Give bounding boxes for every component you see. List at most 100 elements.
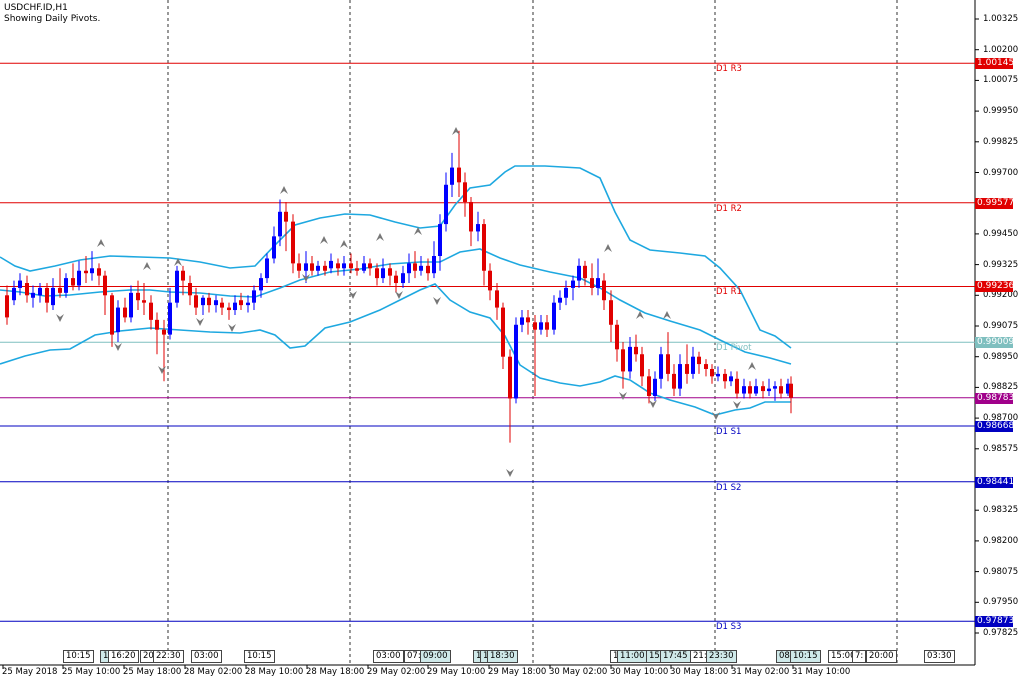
candle-body bbox=[571, 280, 575, 288]
time-label: 28 May 18:00 bbox=[306, 667, 365, 677]
price-label: 0.98325 bbox=[983, 505, 1019, 516]
candle-body bbox=[388, 268, 392, 276]
candle-body bbox=[640, 354, 644, 377]
candle-body bbox=[659, 354, 663, 379]
candle-body bbox=[265, 258, 269, 279]
candle-body bbox=[789, 383, 793, 398]
candle-body bbox=[25, 283, 29, 296]
price-label: 0.99200 bbox=[983, 290, 1019, 301]
candle-body bbox=[316, 265, 320, 271]
pivot-name: D1 R2 bbox=[716, 203, 742, 214]
candle-body bbox=[723, 373, 727, 382]
candle-body bbox=[767, 388, 771, 392]
time-marker: 11:00 bbox=[617, 650, 648, 663]
candle-body bbox=[533, 322, 537, 330]
candle-body bbox=[786, 383, 790, 394]
candle-body bbox=[336, 263, 340, 269]
time-label: 25 May 2018 bbox=[2, 667, 58, 677]
candle-body bbox=[194, 295, 198, 308]
price-label: 1.00325 bbox=[983, 14, 1019, 24]
pivot-lines bbox=[0, 62, 975, 622]
candle-body bbox=[495, 290, 499, 308]
fractal-down-icon bbox=[433, 297, 441, 305]
candle-body bbox=[155, 319, 159, 330]
candle-body bbox=[678, 364, 682, 389]
candle-body bbox=[754, 386, 758, 394]
candle-body bbox=[18, 280, 22, 288]
time-label: 28 May 10:00 bbox=[245, 667, 304, 677]
candle-body bbox=[419, 265, 423, 271]
pivot-name: D1 S2 bbox=[716, 482, 742, 493]
time-marker: 23:30 bbox=[706, 650, 737, 663]
candle-body bbox=[685, 364, 689, 374]
pivot-price-tag: 0.98441 bbox=[975, 476, 1015, 488]
candle-body bbox=[577, 265, 581, 281]
candle-body bbox=[142, 300, 146, 303]
pivot-name: D1 S3 bbox=[716, 622, 742, 633]
candle-body bbox=[284, 211, 288, 222]
fractal-down-icon bbox=[228, 324, 236, 332]
current-price-tag: 0.98783 bbox=[975, 392, 1015, 404]
time-label: 28 May 02:00 bbox=[184, 667, 243, 677]
fractal-down-icon bbox=[349, 291, 357, 299]
candle-body bbox=[220, 302, 224, 308]
candle-body bbox=[214, 300, 218, 306]
price-label: 0.99325 bbox=[983, 259, 1019, 270]
candle-body bbox=[394, 275, 398, 284]
candle-body bbox=[368, 263, 372, 269]
candle-body bbox=[103, 275, 107, 296]
candle-body bbox=[162, 329, 166, 335]
price-label: 0.97825 bbox=[983, 628, 1019, 638]
time-label: 29 May 18:00 bbox=[488, 667, 547, 677]
time-label: 31 May 10:00 bbox=[792, 667, 851, 677]
candle-body bbox=[51, 287, 55, 306]
fractal-down-icon bbox=[712, 412, 720, 420]
candle-body bbox=[246, 302, 250, 306]
candle-body bbox=[463, 182, 467, 202]
candlesticks bbox=[5, 130, 793, 443]
price-label: 0.98200 bbox=[983, 535, 1019, 546]
candle-body bbox=[168, 302, 172, 335]
candle-body bbox=[761, 386, 765, 392]
time-marker: 15:00 bbox=[828, 650, 859, 663]
candle-body bbox=[272, 236, 276, 259]
time-marker: 7: bbox=[852, 650, 867, 663]
candle-body bbox=[735, 378, 739, 394]
candle-body bbox=[426, 265, 430, 274]
pivot-price-tag: 0.99236 bbox=[975, 281, 1015, 293]
price-ticks bbox=[2, 18, 979, 669]
price-label: 0.98575 bbox=[983, 443, 1019, 454]
price-label: 1.00075 bbox=[983, 75, 1019, 86]
candle-body bbox=[704, 364, 708, 369]
pivot-price-tag: 0.98668 bbox=[975, 420, 1015, 432]
candle-body bbox=[672, 373, 676, 389]
time-marker: 10:15 bbox=[790, 650, 821, 663]
time-marker: 03:00 bbox=[191, 650, 222, 663]
pivot-price-tag: 0.99009 bbox=[975, 337, 1015, 349]
candle-body bbox=[488, 270, 492, 291]
price-label: 0.98825 bbox=[983, 382, 1019, 393]
candle-body bbox=[239, 300, 243, 306]
candle-body bbox=[482, 224, 486, 271]
candle-body bbox=[329, 260, 333, 269]
candle-body bbox=[5, 295, 9, 318]
pivot-name: D1 Pivot bbox=[716, 343, 752, 354]
candle-body bbox=[432, 256, 436, 274]
lower-band bbox=[0, 283, 791, 416]
fractal-down-icon bbox=[56, 314, 64, 322]
candle-body bbox=[58, 287, 62, 293]
price-label: 0.99700 bbox=[983, 167, 1019, 178]
candle-body bbox=[520, 317, 524, 325]
candle-body bbox=[233, 302, 237, 311]
time-marker: 10:15 bbox=[63, 650, 94, 663]
candle-body bbox=[710, 368, 714, 377]
candle-body bbox=[201, 297, 205, 306]
candle-body bbox=[188, 283, 192, 296]
candle-body bbox=[31, 292, 35, 298]
candle-body bbox=[615, 324, 619, 350]
candle-body bbox=[457, 167, 461, 183]
candle-body bbox=[545, 322, 549, 330]
fractal-down-icon bbox=[114, 343, 122, 351]
candle-body bbox=[342, 263, 346, 269]
